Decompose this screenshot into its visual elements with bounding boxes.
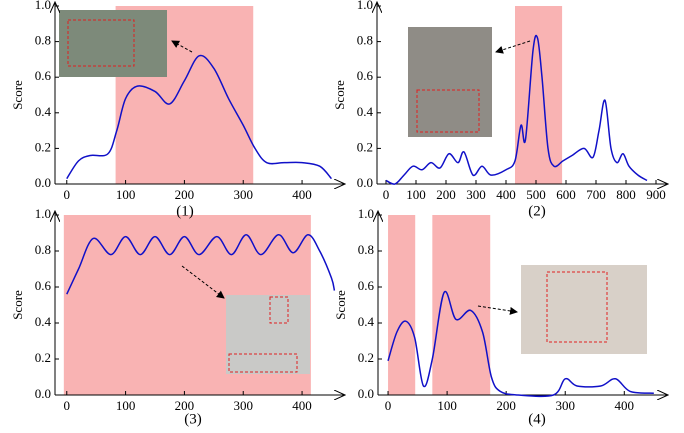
y-tick-label: 0.4 bbox=[357, 104, 374, 119]
inset-box bbox=[416, 89, 480, 133]
y-tick-label: 0.8 bbox=[35, 242, 51, 257]
y-tick-label: 1.0 bbox=[357, 0, 373, 12]
score-line bbox=[387, 290, 654, 398]
panel-caption: (4) bbox=[528, 411, 546, 427]
arrow bbox=[181, 265, 225, 299]
x-tick-label: 0 bbox=[385, 398, 392, 413]
arrow bbox=[495, 40, 531, 54]
y-tick-label: 0.2 bbox=[35, 139, 51, 154]
x-tick-label: 300 bbox=[233, 398, 253, 413]
x-tick-label: 800 bbox=[616, 187, 636, 202]
x-tick-label: 400 bbox=[292, 398, 312, 413]
x-tick-label: 0 bbox=[64, 398, 71, 413]
inset-image bbox=[521, 265, 647, 354]
y-tick-label: 0.2 bbox=[358, 350, 374, 365]
arrow bbox=[171, 40, 193, 53]
y-tick-label: 0.4 bbox=[35, 104, 52, 119]
x-tick-label: 100 bbox=[437, 398, 457, 413]
x-tick-label: 0 bbox=[383, 187, 390, 202]
x-tick-label: 100 bbox=[406, 187, 426, 202]
x-tick-label: 400 bbox=[496, 187, 516, 202]
inset-box bbox=[546, 271, 608, 343]
y-tick-label: 1.0 bbox=[35, 0, 51, 12]
inset-image bbox=[408, 27, 492, 137]
x-tick-label: 200 bbox=[436, 187, 456, 202]
y-tick-label: 0.8 bbox=[358, 242, 374, 257]
x-tick-label: 200 bbox=[496, 398, 516, 413]
y-tick-label: 0.6 bbox=[357, 68, 374, 83]
y-tick-label: 0.0 bbox=[35, 175, 51, 190]
anomaly-region bbox=[515, 6, 563, 184]
y-tick-label: 0.6 bbox=[35, 68, 52, 83]
x-tick-label: 100 bbox=[116, 187, 136, 202]
y-tick-label: 0.4 bbox=[35, 314, 52, 329]
arrow bbox=[477, 305, 518, 315]
score-line bbox=[385, 34, 648, 185]
score-line bbox=[66, 54, 333, 180]
x-tick-label: 200 bbox=[175, 187, 195, 202]
y-tick-label: 0.0 bbox=[35, 386, 51, 401]
x-tick-label: 500 bbox=[526, 187, 546, 202]
x-tick-label: 700 bbox=[586, 187, 606, 202]
x-tick-label: 300 bbox=[555, 398, 575, 413]
panel-caption: (1) bbox=[176, 203, 194, 219]
inset-box bbox=[269, 296, 289, 324]
x-tick-label: 400 bbox=[292, 187, 312, 202]
x-tick-label: 900 bbox=[646, 187, 666, 202]
inset-image bbox=[226, 295, 310, 374]
x-tick-label: 600 bbox=[556, 187, 576, 202]
x-tick-label: 400 bbox=[615, 398, 635, 413]
y-tick-label: 0.6 bbox=[35, 278, 52, 293]
y-tick-label: 0.6 bbox=[358, 278, 375, 293]
x-tick-label: 300 bbox=[466, 187, 486, 202]
inset-box bbox=[228, 353, 298, 373]
anomaly-region bbox=[388, 215, 416, 395]
y-tick-label: 0.8 bbox=[357, 33, 373, 48]
anomaly-region bbox=[432, 215, 491, 395]
y-tick-label: 0.2 bbox=[35, 350, 51, 365]
y-axis-label: Score bbox=[10, 290, 25, 320]
y-tick-label: 1.0 bbox=[35, 206, 51, 221]
y-tick-label: 1.0 bbox=[358, 206, 374, 221]
score-line bbox=[66, 234, 336, 295]
y-tick-label: 0.8 bbox=[35, 33, 51, 48]
x-tick-label: 200 bbox=[175, 398, 195, 413]
y-axis-label: Score bbox=[332, 80, 347, 110]
y-axis-label: Score bbox=[10, 80, 25, 110]
y-tick-label: 0.0 bbox=[357, 175, 373, 190]
y-tick-label: 0.0 bbox=[358, 386, 374, 401]
panel-caption: (2) bbox=[528, 203, 546, 219]
x-tick-label: 0 bbox=[64, 187, 71, 202]
y-tick-label: 0.4 bbox=[358, 314, 375, 329]
inset-box bbox=[67, 19, 135, 67]
x-tick-label: 100 bbox=[116, 398, 136, 413]
x-tick-label: 300 bbox=[233, 187, 253, 202]
panel-caption: (3) bbox=[184, 411, 202, 427]
y-tick-label: 0.2 bbox=[357, 139, 373, 154]
y-axis-label: Score bbox=[333, 290, 348, 320]
insets-layer bbox=[59, 10, 647, 374]
